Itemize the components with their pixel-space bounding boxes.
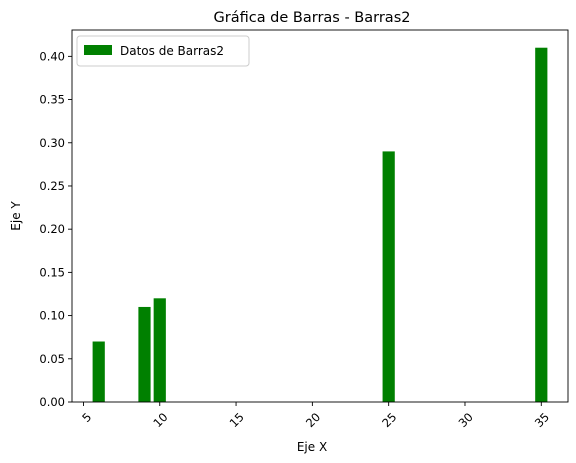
plot-frame: [71, 29, 569, 403]
chart-title: Gráfica de Barras - Barras2: [214, 10, 411, 26]
y-tick-label: 0.10: [39, 309, 65, 323]
x-tick-label: 35: [532, 410, 552, 430]
y-tick-label: 0.40: [39, 49, 65, 63]
bar: [92, 341, 105, 402]
y-tick-label: 0.00: [39, 395, 65, 409]
legend-label: Datos de Barras2: [120, 44, 224, 58]
bars-group: [92, 47, 548, 402]
y-axis-label: Eje Y: [9, 201, 23, 231]
y-tick-label: 0.35: [39, 93, 65, 107]
x-axis-ticks: 5 10 15 20 25 30 35: [79, 402, 552, 430]
y-tick-label: 0.30: [39, 136, 65, 150]
bar: [138, 306, 151, 402]
bar: [382, 151, 395, 402]
legend-frame: [76, 35, 250, 67]
y-tick-label: 0.15: [39, 265, 65, 279]
legend-swatch: [84, 45, 112, 55]
x-tick-label: 20: [303, 410, 323, 430]
y-tick-label: 0.25: [39, 179, 65, 193]
x-tick-label: 15: [227, 410, 247, 430]
x-axis-label: Eje X: [297, 440, 327, 454]
y-tick-label: 0.20: [39, 222, 65, 236]
y-tick-label: 0.05: [39, 352, 65, 366]
bar: [153, 298, 166, 402]
legend: Datos de Barras2: [76, 35, 250, 67]
x-tick-label: 10: [150, 410, 170, 430]
x-tick-label: 5: [79, 410, 94, 425]
bar: [535, 47, 548, 402]
y-axis-ticks: 0.00 0.05 0.10 0.15 0.20 0.25 0.30 0.35 0.40: [39, 49, 72, 409]
x-tick-label: 25: [379, 410, 399, 430]
x-tick-label: 30: [456, 410, 476, 430]
